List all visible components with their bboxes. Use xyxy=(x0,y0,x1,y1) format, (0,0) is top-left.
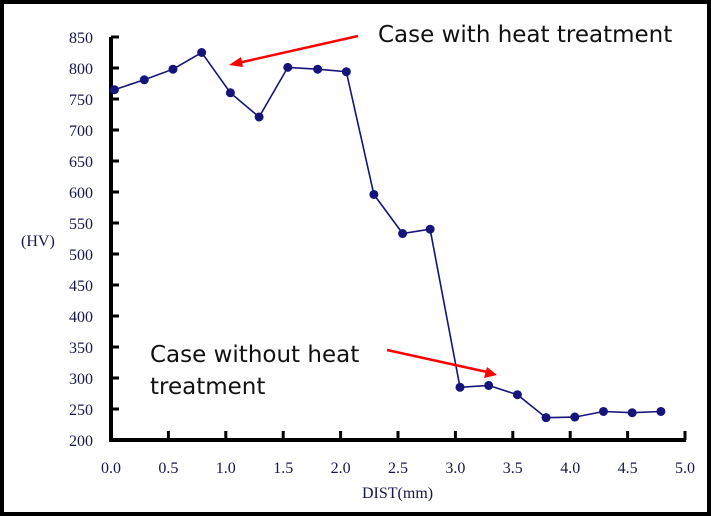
annotation-arrowhead-without-heat xyxy=(484,367,497,378)
x-tick-label: 1.5 xyxy=(273,460,293,477)
annotation-arrow-without-heat xyxy=(386,348,488,374)
y-tick-label: 850 xyxy=(69,30,93,47)
data-point xyxy=(139,75,149,85)
annotation-with-heat: Case with heat treatment xyxy=(229,22,672,67)
y-tick-label: 650 xyxy=(69,154,93,171)
x-axis-title: DIST(mm) xyxy=(362,485,433,502)
data-point xyxy=(254,112,264,122)
y-tick-label: 200 xyxy=(69,433,93,450)
data-point xyxy=(484,380,494,390)
y-tick-label: 300 xyxy=(69,371,93,388)
hardness-chart: 200 250 300 350 400 450 500 550 600 650 700 750 800 8… xyxy=(21,22,695,502)
data-point xyxy=(225,88,235,98)
data-point xyxy=(570,412,580,422)
data-point xyxy=(455,382,465,392)
annotation-arrow-with-heat xyxy=(237,34,359,65)
data-point xyxy=(341,67,351,77)
x-tick-label: 2.0 xyxy=(331,460,351,477)
data-point xyxy=(598,406,608,416)
x-tick-label: 3.5 xyxy=(503,460,523,477)
x-tick-label: 2.5 xyxy=(388,460,408,477)
y-tick-label: 800 xyxy=(69,61,93,78)
annotation-text-without-heat-line1: Case without heat xyxy=(150,342,359,368)
y-ticks: 200 250 300 350 400 450 500 550 600 650 700 750 800 8… xyxy=(69,30,119,450)
y-tick-label: 600 xyxy=(69,185,93,202)
y-tick-label: 250 xyxy=(69,402,93,419)
y-tick-label: 500 xyxy=(69,247,93,264)
data-point xyxy=(425,224,435,234)
x-tick-label: 0.0 xyxy=(101,460,121,477)
series-line xyxy=(114,51,661,419)
y-tick-label: 750 xyxy=(69,92,93,109)
data-point xyxy=(313,64,323,74)
annotation-text-with-heat: Case with heat treatment xyxy=(378,22,672,48)
data-point xyxy=(541,413,551,423)
series-group xyxy=(109,48,666,423)
x-tick-label: 0.5 xyxy=(158,460,178,477)
data-point xyxy=(656,406,666,416)
y-tick-label: 400 xyxy=(69,309,93,326)
data-point xyxy=(109,85,119,95)
data-point xyxy=(512,390,522,400)
y-tick-label: 350 xyxy=(69,340,93,357)
data-point xyxy=(369,189,379,199)
y-tick-label: 450 xyxy=(69,278,93,295)
y-axis-title: (HV) xyxy=(21,233,55,250)
data-point xyxy=(168,64,178,74)
annotation-text-without-heat-line2: treatment xyxy=(150,374,265,400)
data-point xyxy=(398,229,408,239)
x-ticks: 0.0 0.5 1.0 1.5 2.0 2.5 3.0 3.5 4.0 4.5 5.0 xyxy=(101,431,695,477)
data-point xyxy=(283,62,293,72)
x-tick-label: 4.5 xyxy=(618,460,638,477)
annotation-without-heat: Case without heat treatment xyxy=(150,342,497,400)
x-tick-label: 5.0 xyxy=(675,460,695,477)
annotation-arrowhead-with-heat xyxy=(229,57,243,67)
y-tick-label: 550 xyxy=(69,216,93,233)
x-tick-label: 3.0 xyxy=(445,460,465,477)
y-tick-label: 700 xyxy=(69,123,93,140)
data-point xyxy=(197,48,207,57)
data-point xyxy=(627,408,637,418)
x-tick-label: 1.0 xyxy=(216,460,236,477)
x-tick-label: 4.0 xyxy=(560,460,580,477)
